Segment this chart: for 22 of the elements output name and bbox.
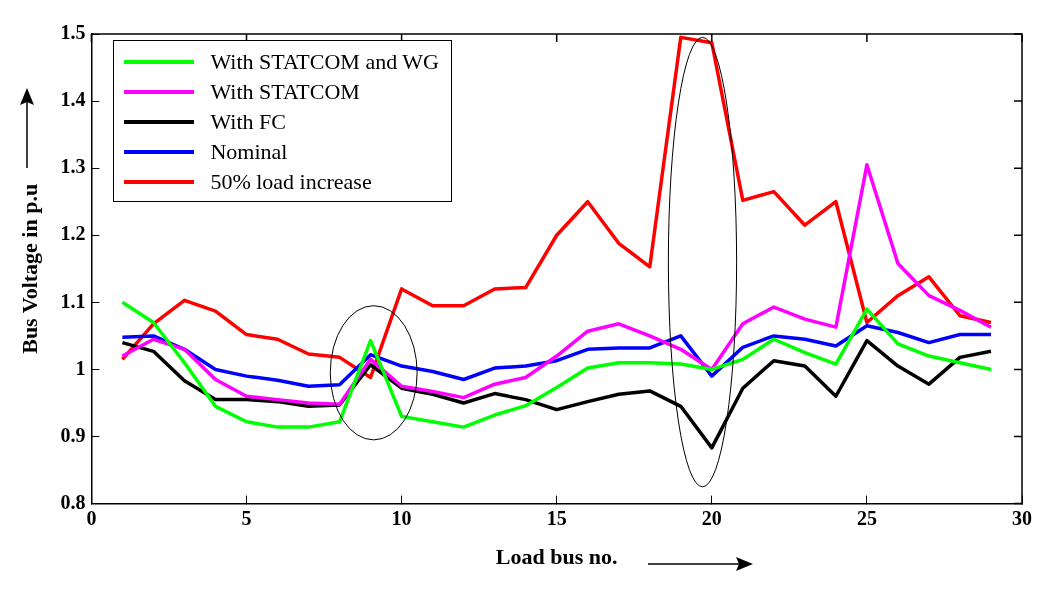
x-tick-label: 10	[391, 506, 412, 529]
y-tick-label: 1.3	[60, 155, 86, 178]
y-tick-label: 1.4	[60, 88, 86, 111]
legend-label: With STATCOM	[210, 79, 360, 105]
x-tick-label: 15	[546, 506, 567, 529]
y-tick-label: 1	[75, 356, 86, 379]
y-tick-label: 0.9	[60, 423, 86, 446]
y-tick-label: 0.8	[60, 490, 86, 513]
x-tick-label: 20	[701, 506, 722, 529]
x-tick-label: 5	[241, 506, 252, 529]
y-axis-title: Bus Voltage in p.u	[16, 183, 42, 354]
x-tick-label: 30	[1012, 506, 1032, 529]
legend-label: 50% load increase	[210, 169, 372, 195]
legend-label: With FC	[210, 109, 286, 135]
y-tick-label: 1.5	[60, 21, 86, 44]
y-tick-label: 1.2	[60, 222, 86, 245]
x-axis-title: Load bus no.	[495, 544, 618, 570]
x-tick-label: 0	[86, 506, 97, 529]
legend-label: Nominal	[210, 139, 288, 165]
y-tick-label: 1.1	[60, 289, 86, 312]
legend-label: With STATCOM and WG	[210, 49, 439, 75]
x-tick-label: 25	[856, 506, 877, 529]
